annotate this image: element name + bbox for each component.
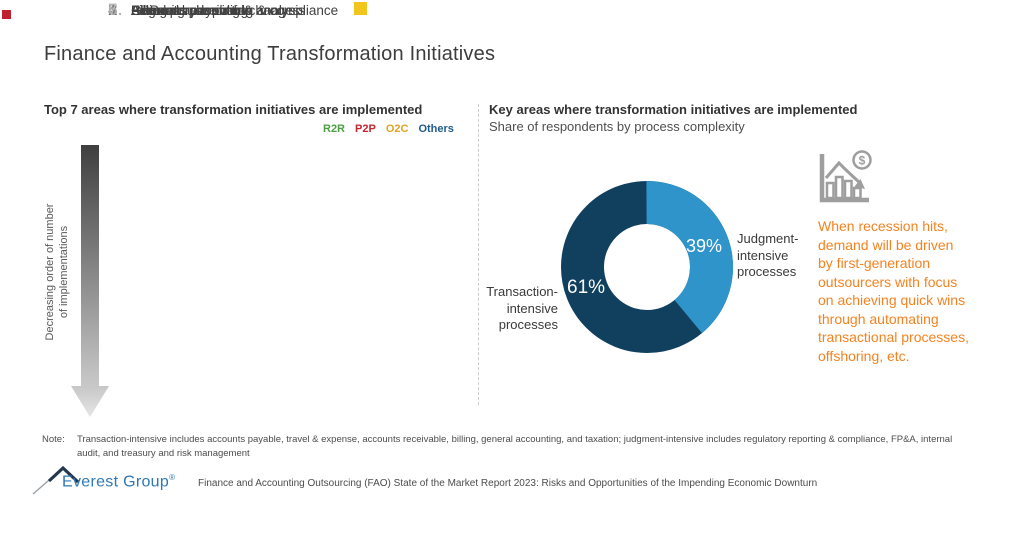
- category-square: [354, 2, 367, 15]
- note-body: Transaction-intensive includes accounts …: [77, 434, 953, 459]
- item-label: Financial planning & analysis: [131, 3, 306, 18]
- item-label: Accounts receivable: [131, 3, 252, 18]
- brand-mark-square: [2, 10, 11, 19]
- legend-item-others: Others: [418, 123, 454, 135]
- judgment-percent-label: 39%: [686, 236, 723, 256]
- svg-text:$: $: [859, 154, 866, 168]
- item-rank: 5.: [108, 0, 123, 19]
- item-rank: 7.: [108, 0, 123, 19]
- donut-chart: [561, 181, 733, 353]
- legend-item-o2c: O2C: [385, 123, 409, 135]
- item-rank: 6.: [108, 0, 123, 19]
- page-title: Finance and Accounting Transformation In…: [44, 43, 496, 65]
- gradient-arrow-bar: [81, 145, 99, 387]
- left-panel-header: Top 7 areas where transformation initiat…: [44, 102, 423, 117]
- decreasing-order-axis-label: Decreasing order of number of implementa…: [44, 203, 70, 341]
- everest-group-logo-text: Everest Group®: [62, 473, 175, 491]
- item-label: Regulatory reporting & compliance: [131, 3, 339, 18]
- right-panel-header: Key areas where transformation initiativ…: [489, 102, 858, 117]
- item-label: Accounts payable: [131, 3, 238, 18]
- item-rank: 4.: [108, 0, 123, 19]
- item-label: ERP upgrades and changes: [131, 3, 300, 18]
- transaction-slice-label: Transaction-intensive processes: [486, 284, 558, 332]
- right-panel-subtitle: Share of respondents by process complexi…: [489, 119, 745, 134]
- list-item: 7. Billing: [108, 0, 408, 20]
- gradient-arrow-head: [71, 386, 109, 417]
- item-rank: 3.: [108, 0, 123, 19]
- everest-group-logo-mountain-icon: [32, 465, 80, 495]
- logo-wordmark: Everest Group: [62, 473, 170, 491]
- declining-chart-dollar-icon: $: [819, 150, 872, 203]
- item-label: General accounting: [131, 3, 249, 18]
- category-legend: R2R P2P O2C Others: [323, 123, 454, 135]
- legend-item-p2p: P2P: [355, 123, 376, 135]
- item-rank: 1.: [108, 0, 123, 19]
- source-citation: Finance and Accounting Outsourcing (FAO)…: [198, 478, 818, 489]
- donut-slice-judgment: [561, 181, 733, 353]
- transaction-percent-label: 61%: [567, 277, 606, 298]
- panel-divider: [478, 104, 479, 405]
- registered-trademark-symbol: ®: [169, 473, 176, 482]
- recession-callout-text: When recession hits, demand will be driv…: [818, 218, 969, 364]
- note-label: Note:: [42, 434, 65, 445]
- item-label: Billing: [131, 3, 168, 18]
- judgment-slice-label: Judgment-intensive processes: [737, 231, 799, 279]
- legend-item-r2r: R2R: [323, 123, 346, 135]
- item-rank: 2.: [108, 0, 123, 19]
